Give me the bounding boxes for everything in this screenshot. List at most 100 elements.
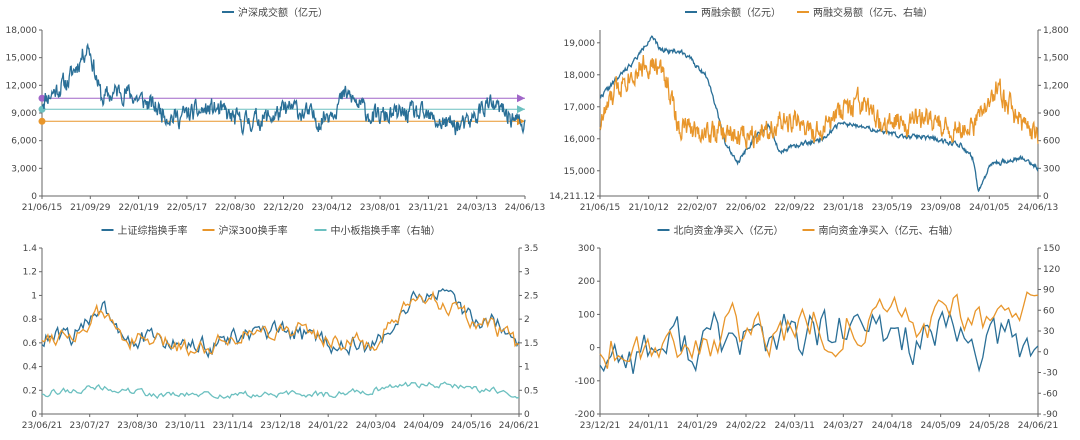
x-tick-label: 24/06/13 [505, 203, 545, 213]
x-tick-label: 24/02/22 [726, 421, 766, 431]
series-line [599, 307, 1039, 374]
y-tick-label: 18,000 [6, 26, 38, 36]
legend-label: 北向资金净买入（亿元） [674, 224, 784, 237]
y-tick-label-right: -90 [1043, 410, 1058, 420]
x-tick-label: 23/04/12 [312, 203, 352, 213]
y-tick-label-right: 2.5 [524, 291, 538, 301]
y-tick-label-right: 1 [524, 363, 530, 373]
y-tick-label-right: -30 [1043, 369, 1058, 379]
series-line [599, 35, 1039, 193]
y-tick-label-right: 900 [1043, 109, 1060, 119]
x-tick-label: 21/06/15 [22, 203, 62, 213]
x-tick-label: 23/10/11 [165, 421, 205, 431]
x-tick-label: 23/08/01 [360, 203, 400, 213]
x-tick-label: 22/09/22 [774, 203, 814, 213]
x-tick-label: 24/03/04 [356, 421, 397, 431]
reference-start-dot [38, 94, 46, 102]
x-tick-label: 24/01/22 [308, 421, 348, 431]
y-tick-label-right: 1.5 [524, 339, 538, 349]
x-tick-label: 23/09/08 [920, 203, 961, 213]
y-tick-label: 9,000 [11, 109, 37, 119]
x-tick-label: 24/01/11 [628, 421, 668, 431]
y-tick-label: 18,000 [564, 71, 596, 81]
reference-arrow [517, 94, 525, 103]
x-tick-label: 23/12/18 [260, 421, 301, 431]
y-tick-label: 19,000 [564, 39, 596, 49]
x-tick-label: 24/03/27 [823, 421, 863, 431]
y-tick-label-right: 3.5 [524, 244, 538, 254]
y-tick-label: 0.2 [23, 386, 37, 396]
y-tick-label-right: 150 [1043, 244, 1060, 254]
x-tick-label: 23/05/19 [872, 203, 913, 213]
y-tick-label-right: -60 [1043, 389, 1058, 399]
x-tick-label: 24/06/21 [499, 421, 539, 431]
y-tick-label-right: 90 [1043, 286, 1055, 296]
y-tick-label-right: 0 [1043, 348, 1049, 358]
x-tick-label: 24/05/28 [969, 421, 1010, 431]
x-tick-label: 23/06/21 [22, 421, 62, 431]
chart-panel-margin: 两融余额（亿元） 两融交易额（亿元、右轴） 14,211.12 15,000 16,00… [545, 0, 1080, 218]
y-tick-label: 16,000 [564, 135, 596, 145]
y-tick-label-right: 1,200 [1043, 81, 1069, 91]
x-tick-label: 22/08/30 [215, 203, 256, 213]
x-tick-label: 24/01/05 [969, 203, 1009, 213]
y-tick-label: 15,000 [6, 54, 38, 64]
x-tick-label: 24/03/13 [456, 203, 496, 213]
y-tick-label: 6,000 [11, 137, 37, 147]
series-line [41, 42, 526, 137]
x-tick-label: 23/11/21 [408, 203, 448, 213]
legend-label: 沪深300换手率 [219, 224, 288, 237]
chart-svg-turnover: 沪深成交额（亿元） 0 3,000 6,000 9,000 12,000 15,000 18,… [6, 6, 546, 213]
legend-label: 南向资金净买入（亿元、右轴） [819, 224, 959, 237]
y-tick-label-right: 30 [1043, 327, 1055, 337]
x-tick-label: 24/01/29 [677, 421, 718, 431]
chart-svg-turnover-rate: 上证综指换手率 沪深300换手率 中小板指换手率（右轴） 0 0.2 0.4 0.6 0.8 1… [22, 224, 539, 431]
x-tick-label: 21/10/12 [628, 203, 668, 213]
chart-panel-capital-flow: 北向资金净买入（亿元） 南向资金净买入（亿元、右轴） -200 -100 0 100 200… [545, 218, 1080, 436]
y-tick-label-right: 1,500 [1043, 54, 1069, 64]
series-line [41, 381, 520, 400]
x-tick-label: 23/12/21 [580, 421, 620, 431]
legend-label: 中小板指换手率（右轴） [331, 224, 441, 237]
chart-panel-turnover: 沪深成交额（亿元） 0 3,000 6,000 9,000 12,000 15,000 18,… [0, 0, 546, 218]
chart-svg-margin: 两融余额（亿元） 两融交易额（亿元、右轴） 14,211.12 15,000 16,00… [549, 6, 1069, 213]
y-tick-label: 0.8 [23, 315, 38, 325]
y-tick-label: 1.4 [23, 244, 38, 254]
y-tick-label: 15,000 [564, 167, 596, 177]
y-tick-label: -200 [575, 410, 596, 420]
x-tick-label: 22/01/19 [118, 203, 159, 213]
y-tick-label: 0 [31, 192, 37, 202]
x-tick-label: 24/04/09 [403, 421, 444, 431]
y-tick-label-right: 2 [524, 315, 530, 325]
y-tick-label: 300 [578, 244, 595, 254]
x-tick-label: 22/12/20 [263, 203, 304, 213]
legend-label: 两融交易额（亿元、右轴） [813, 6, 933, 19]
y-tick-label: 1 [31, 291, 37, 301]
x-tick-label: 21/06/15 [580, 203, 620, 213]
x-tick-label: 22/05/17 [167, 203, 207, 213]
chart-svg-capital-flow: 北向资金净买入（亿元） 南向资金净买入（亿元、右轴） -200 -100 0 100 200… [575, 224, 1061, 431]
y-tick-label: 1.2 [23, 268, 37, 278]
legend-label: 沪深成交额（亿元） [238, 6, 328, 19]
y-tick-label-right: 0 [1043, 192, 1049, 202]
reference-start-dot [38, 117, 46, 125]
chart-panel-turnover-rate: 上证综指换手率 沪深300换手率 中小板指换手率（右轴） 0 0.2 0.4 0.6 0.8 1… [0, 218, 545, 436]
legend-label: 上证综指换手率 [118, 224, 188, 237]
y-tick-label-right: 3 [524, 268, 530, 278]
y-tick-label-right: 1,800 [1043, 26, 1069, 36]
reference-arrow [517, 105, 525, 114]
series-line [599, 291, 1039, 369]
y-tick-label-right: 300 [1043, 164, 1060, 174]
y-tick-label: 200 [578, 277, 595, 287]
y-tick-label: 3,000 [11, 164, 37, 174]
y-tick-label: 17,000 [564, 103, 596, 113]
x-tick-label: 23/08/30 [117, 421, 158, 431]
y-tick-label: 14,211.12 [549, 192, 595, 202]
y-tick-label-right: 0 [524, 410, 530, 420]
y-tick-label: 0.6 [23, 339, 38, 349]
x-tick-label: 24/05/16 [451, 421, 492, 431]
series-line [599, 55, 1039, 151]
y-tick-label: -100 [575, 377, 596, 387]
y-tick-label-right: 0.5 [524, 386, 538, 396]
y-tick-label: 100 [578, 310, 595, 320]
